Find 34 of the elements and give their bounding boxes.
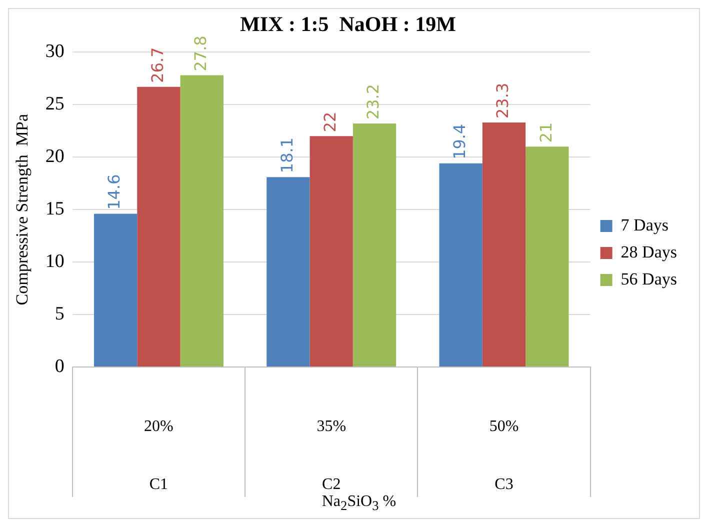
data-label: 19.4 (450, 124, 469, 160)
data-label: 23.3 (493, 82, 512, 119)
y-tick-label: 30 (45, 41, 64, 62)
y-tick-label: 15 (45, 198, 64, 220)
legend-label: 56 Days (620, 269, 678, 288)
y-tick-label: 0 (54, 356, 64, 377)
category-label: 35% C2 (316, 418, 346, 494)
y-axis-title: Compressive Strength MPa (12, 114, 32, 306)
bar (137, 86, 180, 366)
y-tick-label: 20 (45, 146, 64, 168)
legend-label: 28 Days (620, 242, 678, 262)
y-tick-label: 5 (54, 304, 64, 325)
data-label: 18.1 (277, 137, 296, 174)
bar (310, 136, 353, 366)
data-label: 21 (536, 122, 556, 143)
bar (266, 177, 310, 366)
data-label: 26.7 (148, 47, 167, 83)
bar (439, 163, 482, 366)
bar (526, 146, 569, 366)
bar (352, 124, 396, 366)
bar (482, 122, 526, 366)
y-tick-label: 10 (45, 251, 64, 272)
category-label: 20% C1 (144, 418, 174, 494)
y-tick-label: 25 (45, 94, 64, 115)
data-label: 14.6 (104, 174, 124, 210)
bar (94, 214, 138, 366)
chart-title: MIX : 1:5 NaOH : 19M (240, 12, 456, 36)
legend-label: 7 Days (620, 215, 669, 234)
data-label: 22 (320, 112, 340, 132)
data-label: 27.8 (191, 36, 210, 72)
category-label: 50% C3 (489, 418, 519, 494)
bar (180, 75, 224, 366)
data-label: 23.2 (364, 84, 383, 120)
text: Na$_{2}$SiO$_{3}$ % (320, 493, 398, 516)
